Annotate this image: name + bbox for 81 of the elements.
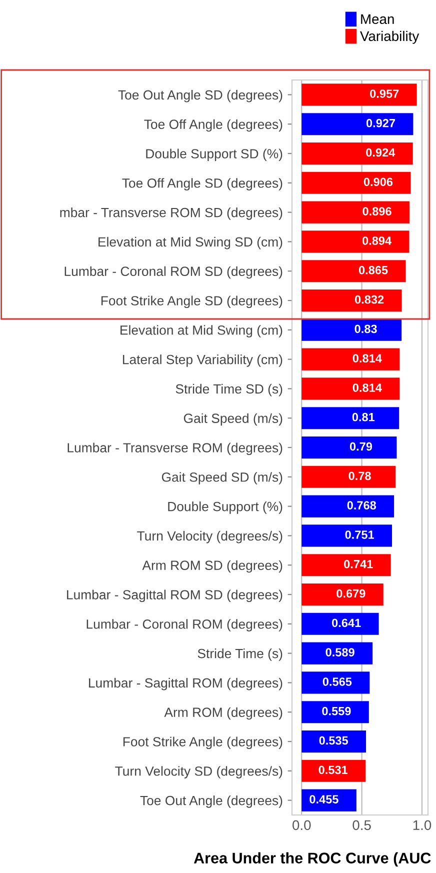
bar xyxy=(302,730,366,753)
legend-label: Variability xyxy=(360,30,420,44)
data-label: 0.78 xyxy=(348,472,371,480)
data-label: 0.768 xyxy=(347,501,376,510)
data-label: 0.641 xyxy=(332,618,361,628)
data-label: 0.814 xyxy=(352,354,382,362)
legend-label: Mean xyxy=(361,14,394,24)
bar xyxy=(302,230,410,253)
y-tick-label: Gait Speed SD (m/s) xyxy=(162,472,282,484)
bar xyxy=(302,612,379,635)
y-tick-label: Arm ROM (degrees) xyxy=(164,707,282,720)
data-label: 0.565 xyxy=(322,678,352,686)
y-tick-label: Lumbar - Sagittal ROM SD (degrees) xyxy=(67,590,282,602)
y-tick-label: Lumbar - Coronal ROM (degrees) xyxy=(86,619,282,632)
y-tick-label: Lumbar - Sagittal ROM (degrees) xyxy=(89,678,282,690)
data-label: 0.455 xyxy=(310,795,338,804)
data-label: 0.894 xyxy=(362,236,392,245)
bar xyxy=(302,672,370,694)
y-tick-label: Lumbar - Coronal ROM SD (degrees) xyxy=(64,266,282,279)
y-tick-label: Double Support SD (%) xyxy=(146,148,282,162)
y-tick-label: Stride Time (s) xyxy=(198,648,282,661)
data-label: 0.741 xyxy=(344,560,373,568)
bar xyxy=(302,289,402,312)
bar xyxy=(302,113,414,136)
bar xyxy=(302,466,396,488)
y-tick-label: Toe Off Angle SD (degrees) xyxy=(122,178,282,190)
bar xyxy=(302,554,391,576)
y-tick-label: Double Support (%) xyxy=(168,502,282,514)
data-label: 0.79 xyxy=(350,442,372,451)
data-label: 0.751 xyxy=(345,530,374,539)
data-label: 0.589 xyxy=(326,648,354,656)
bar xyxy=(302,84,417,106)
bar xyxy=(302,583,384,606)
bar xyxy=(302,142,413,165)
bar xyxy=(302,378,400,400)
data-label: 0.896 xyxy=(362,207,392,216)
data-label: 0.906 xyxy=(364,178,393,186)
bar xyxy=(302,436,397,459)
y-tick-label: Lateral Step Variability (cm) xyxy=(122,354,282,367)
y-tick-label: Stride Time SD (s) xyxy=(176,384,282,396)
bar xyxy=(302,318,402,341)
data-label: 0.531 xyxy=(318,766,348,774)
data-label: 0.81 xyxy=(352,412,375,422)
y-tick-label: Toe Out Angle (degrees) xyxy=(140,796,282,808)
data-label: 0.927 xyxy=(366,118,395,128)
y-tick-label: Elevation at Mid Swing SD (cm) xyxy=(98,236,282,250)
bar xyxy=(302,524,392,547)
y-tick-label: Turn Velocity (degrees/s) xyxy=(137,530,282,544)
y-tick-label: mbar - Transverse ROM SD (degrees) xyxy=(60,208,282,220)
bar xyxy=(302,495,394,518)
bar xyxy=(302,348,400,370)
x-tick-label: 1.0 xyxy=(413,820,432,830)
bar xyxy=(302,407,400,430)
y-tick-label: Elevation at Mid Swing (cm) xyxy=(120,325,282,338)
y-tick-label: Foot Strike Angle SD (degrees) xyxy=(101,296,282,308)
x-tick-label: 0.0 xyxy=(292,820,311,830)
data-label: 0.832 xyxy=(355,295,384,304)
bar xyxy=(302,172,411,194)
bar xyxy=(302,260,406,282)
data-label: 0.814 xyxy=(352,384,382,392)
bar xyxy=(302,701,369,724)
y-tick-label: Lumbar - Transverse ROM (degrees) xyxy=(68,442,282,456)
y-tick-label: Toe Off Angle (degrees) xyxy=(144,119,282,132)
y-tick-label: Toe Out Angle SD (degrees) xyxy=(118,90,282,102)
x-tick-label: 0.5 xyxy=(352,820,371,830)
data-label: 0.957 xyxy=(370,90,399,98)
bar xyxy=(302,201,410,224)
data-label: 0.924 xyxy=(366,148,396,157)
data-label: 0.559 xyxy=(322,706,351,716)
bar xyxy=(302,789,356,812)
y-tick-label: Gait Speed (m/s) xyxy=(184,413,282,426)
y-tick-label: Turn Velocity SD (degrees/s) xyxy=(115,766,282,778)
data-label: 0.83 xyxy=(354,324,377,334)
bar xyxy=(302,760,366,782)
data-label: 0.535 xyxy=(319,736,348,745)
x-axis-title: Area Under the ROC Curve (AUC xyxy=(194,852,431,866)
y-tick-label: Foot Strike Angle (degrees) xyxy=(123,736,282,750)
data-label: 0.679 xyxy=(336,589,366,598)
data-label: 0.865 xyxy=(358,266,388,274)
y-tick-label: Arm ROM SD (degrees) xyxy=(142,560,282,573)
bar xyxy=(302,642,373,664)
